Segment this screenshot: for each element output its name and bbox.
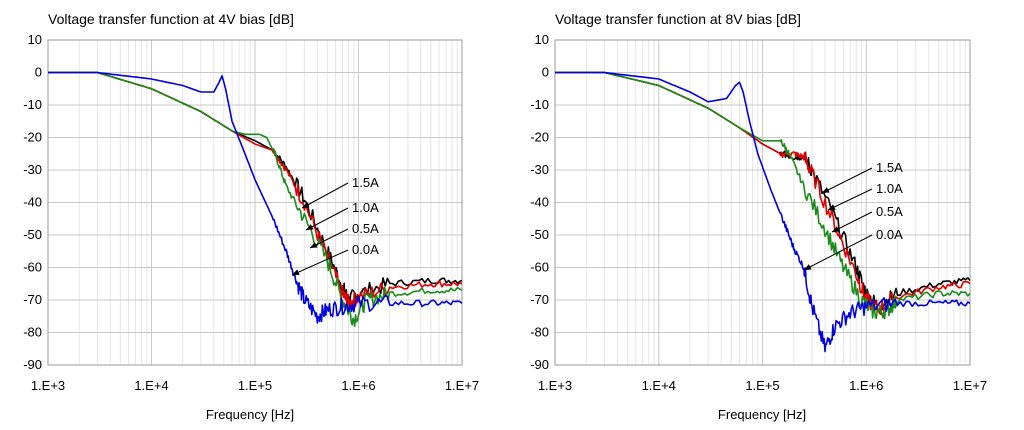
x-tick-label: 1.E+5 [745,378,779,393]
y-tick-label: -80 [530,325,549,340]
annotation-arrowhead [804,264,812,270]
x-axis-label: Frequency [Hz] [718,407,806,422]
x-tick-label: 1.E+4 [134,378,168,393]
y-tick-labels: 10 0 -10 -20 -30 -40 -50 -60 -70 -80 -90 [23,32,42,372]
x-tick-label: 1.E+3 [538,378,572,393]
y-tick-label: -20 [23,130,42,145]
annotation-leader [309,228,349,249]
y-tick-label: -40 [530,195,549,210]
series-line-0-5A [555,71,971,320]
y-tick-label: 10 [28,32,42,47]
annotation-label: 0.0A [876,227,903,242]
annotation-arrowhead [310,242,318,248]
axes [47,39,463,366]
y-tick-label: -60 [23,260,42,275]
annotations: 1.5A 1.0A 0.5A 0.0A [803,160,903,271]
annotation-arrowhead [822,187,830,193]
y-tick-labels: 10 0 -10 -20 -30 -40 -50 -60 -70 -80 -90 [530,32,549,372]
annotation-label: 1.0A [876,181,903,196]
y-tick-label: -30 [530,162,549,177]
y-tick-label: 10 [535,32,549,47]
y-tick-label: 0 [542,65,549,80]
x-tick-label: 1.E+7 [953,378,987,393]
series-group [555,71,971,353]
y-tick-label: 0 [35,65,42,80]
annotation-label: 0.0A [352,242,379,257]
x-tick-label: 1.E+6 [341,378,375,393]
annotation-label: 1.5A [352,175,379,190]
annotation-label: 0.5A [352,221,379,236]
x-axis-label: Frequency [Hz] [206,407,294,422]
y-tick-label: -90 [23,357,42,372]
y-tick-label: -10 [23,97,42,112]
annotation-label: 1.0A [352,200,379,215]
x-tick-label: 1.E+4 [642,378,676,393]
grid [47,39,463,366]
series-line-0-0A [48,71,463,324]
y-tick-label: -40 [23,195,42,210]
annotation-arrowhead [302,202,310,208]
x-tick-labels: 1.E+3 1.E+4 1.E+5 1.E+6 1.E+7 [31,378,479,393]
y-tick-label: -50 [23,227,42,242]
x-tick-label: 1.E+3 [31,378,65,393]
axes [554,39,971,366]
annotation-arrowhead [292,269,300,275]
x-tick-label: 1.E+7 [445,378,479,393]
y-tick-label: -10 [530,97,549,112]
x-tick-label: 1.E+6 [849,378,883,393]
grid [554,39,971,366]
annotation-leader [301,182,349,209]
series-line-0-5A [48,71,463,327]
y-tick-label: -70 [23,292,42,307]
annotation-arrowhead [832,226,840,232]
annotation-leader [803,234,873,271]
series-line-0-0A [555,71,971,353]
plot-frame [47,39,463,366]
annotation-arrowhead [306,224,314,230]
plot-frame [554,39,971,366]
chart-4v-bias: Voltage transfer function at 4V bias [dB… [23,11,479,422]
y-tick-label: -80 [23,325,42,340]
annotation-label: 0.5A [876,204,903,219]
annotation-leader [291,249,349,276]
y-tick-label: -90 [530,357,549,372]
annotation-leader [821,167,873,194]
annotations: 1.5A 1.0A 0.5A 0.0A [291,175,379,276]
x-tick-label: 1.E+5 [238,378,272,393]
y-tick-label: -70 [530,292,549,307]
chart-title: Voltage transfer function at 4V bias [dB… [48,11,294,27]
series-group [48,71,463,327]
chart-title: Voltage transfer function at 8V bias [dB… [555,11,801,27]
annotation-arrowhead [828,204,836,210]
annotation-label: 1.5A [876,160,903,175]
x-tick-labels: 1.E+3 1.E+4 1.E+5 1.E+6 1.E+7 [538,378,987,393]
y-tick-label: -50 [530,227,549,242]
y-tick-label: -30 [23,162,42,177]
chart-8v-bias: Voltage transfer function at 8V bias [dB… [530,11,987,422]
annotation-leader [305,207,349,231]
annotation-leader [831,211,873,233]
y-tick-label: -20 [530,130,549,145]
y-tick-label: -60 [530,260,549,275]
annotation-leader [827,188,873,211]
